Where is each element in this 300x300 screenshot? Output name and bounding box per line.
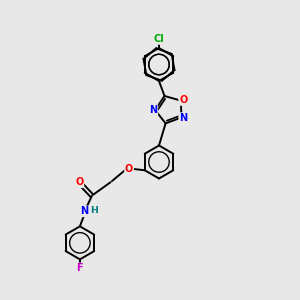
Text: N: N: [149, 105, 158, 115]
Text: O: O: [179, 95, 187, 105]
Text: N: N: [179, 113, 187, 123]
Text: N: N: [80, 206, 88, 216]
Text: Cl: Cl: [154, 34, 164, 44]
Text: H: H: [90, 206, 98, 215]
Text: O: O: [125, 164, 133, 174]
Text: F: F: [76, 263, 83, 273]
Text: O: O: [75, 177, 83, 187]
